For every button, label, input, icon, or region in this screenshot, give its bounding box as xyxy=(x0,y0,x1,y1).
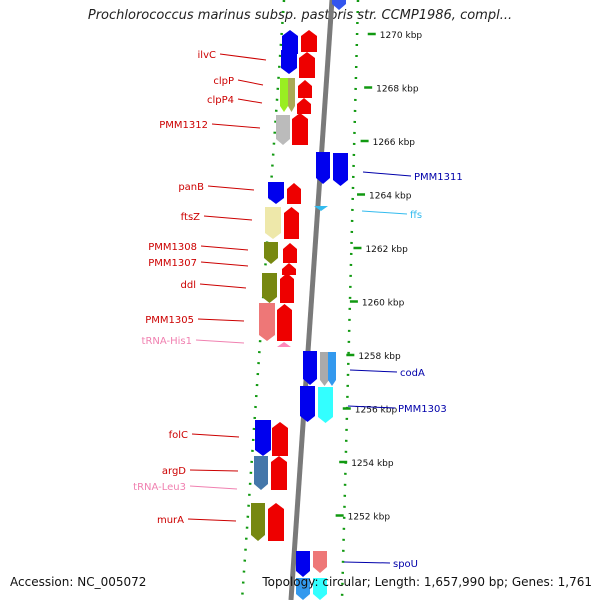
leader-line xyxy=(199,283,247,289)
gene-label-panb: panB xyxy=(178,182,204,193)
gene-label-pmm1308: PMM1308 xyxy=(148,242,197,253)
gene-label-trna-his1: tRNA-His1 xyxy=(142,336,192,347)
gene-label-argd: argD xyxy=(162,466,186,477)
gene-block xyxy=(282,263,296,275)
leader-line xyxy=(189,469,239,472)
gene-block xyxy=(303,351,317,385)
leader-line xyxy=(237,98,263,104)
leader-line xyxy=(187,518,237,522)
gene-label-clpp4: clpP4 xyxy=(207,95,234,106)
tick-label: 1268 kbp xyxy=(376,85,419,95)
gene-block xyxy=(292,113,308,145)
topology-label: Topology: circular; Length: 1,657,990 bp… xyxy=(262,575,592,589)
gene-label-ilvc: ilvC xyxy=(198,50,216,61)
gene-label-pmm1305: PMM1305 xyxy=(145,315,194,326)
gene-label-mura: murA xyxy=(157,515,184,526)
leader-line xyxy=(347,405,396,409)
gene-block xyxy=(333,153,348,186)
tick-label: 1270 kbp xyxy=(380,31,423,41)
gene-block xyxy=(265,207,281,239)
leader-line xyxy=(361,210,408,215)
leader-line xyxy=(207,185,255,191)
leader-line xyxy=(362,171,412,177)
gene-block xyxy=(288,78,295,112)
map-title: Prochlorococcus marinus subsp. pastoris … xyxy=(87,8,513,23)
accession-label: Accession: NC_005072 xyxy=(10,575,147,589)
gene-block xyxy=(328,352,336,386)
gene-label-pmm1312: PMM1312 xyxy=(159,120,208,131)
leader-line xyxy=(203,215,253,221)
tick-label: 1252 kbp xyxy=(348,513,391,523)
leader-line xyxy=(197,318,245,322)
gene-label-pmm1307: PMM1307 xyxy=(148,258,197,269)
gene-label-ffs: ffs xyxy=(410,210,422,221)
gene-label-spou: spoU xyxy=(393,559,418,570)
gene-block xyxy=(313,578,327,600)
leader-line xyxy=(189,485,238,490)
gene-block xyxy=(271,456,287,490)
tick-label: 1254 kbp xyxy=(351,459,394,469)
gene-block xyxy=(276,115,290,145)
leader-line xyxy=(195,339,245,344)
gene-block xyxy=(280,78,288,112)
gene-block xyxy=(259,303,275,341)
tick-label: 1266 kbp xyxy=(373,138,416,148)
gene-label-ftsz: ftsZ xyxy=(181,212,200,223)
gene-block xyxy=(272,422,288,456)
leader-line xyxy=(343,561,391,564)
gene-label-folc: folC xyxy=(169,430,188,441)
gene-block xyxy=(282,30,298,54)
gene-block xyxy=(280,273,294,303)
gene-block xyxy=(268,182,284,204)
gene-block xyxy=(277,304,292,341)
gene-block xyxy=(287,183,301,204)
leader-line xyxy=(349,369,398,373)
leader-line xyxy=(237,79,264,86)
gene-label-trna-leu3: tRNA-Leu3 xyxy=(133,482,186,493)
gene-block xyxy=(301,30,317,52)
gene-label-clpp: clpP xyxy=(213,76,234,87)
trna-marker xyxy=(277,342,291,347)
gene-block xyxy=(255,420,271,456)
tick-label: 1258 kbp xyxy=(358,352,401,362)
tick-label: 1260 kbp xyxy=(362,299,405,309)
gene-block xyxy=(284,207,299,239)
leader-line xyxy=(211,123,261,129)
gene-block xyxy=(254,456,268,490)
left-guide-line xyxy=(240,0,286,600)
sequence-backbone xyxy=(288,0,335,600)
gene-label-ddl: ddl xyxy=(181,280,196,291)
leader-line xyxy=(219,53,267,61)
gene-block xyxy=(298,80,312,98)
gene-block xyxy=(296,578,310,600)
leader-line xyxy=(200,245,249,251)
gene-label-coda: codA xyxy=(400,368,425,379)
gene-block xyxy=(281,50,297,74)
gene-block xyxy=(251,503,265,541)
gene-label-pmm1303: PMM1303 xyxy=(398,404,447,415)
gene-block xyxy=(332,0,346,10)
right-guide-line xyxy=(340,0,360,600)
leader-line xyxy=(200,261,249,267)
tick-label: 1264 kbp xyxy=(369,192,412,202)
gene-block xyxy=(283,243,297,263)
gene-block xyxy=(316,152,330,184)
gene-block xyxy=(318,387,333,423)
ffs-marker xyxy=(314,206,328,211)
gene-label-pmm1311: PMM1311 xyxy=(414,172,463,183)
gene-block xyxy=(297,98,311,114)
tick-label: 1256 kbp xyxy=(355,406,398,416)
leader-line xyxy=(191,433,240,438)
gene-block xyxy=(299,52,315,78)
gene-block xyxy=(313,551,327,573)
gene-block xyxy=(296,551,310,577)
gene-block xyxy=(262,273,277,303)
gene-block xyxy=(268,503,284,541)
gene-block xyxy=(320,352,329,386)
gene-block xyxy=(300,386,315,422)
gene-block xyxy=(264,242,278,264)
tick-label: 1262 kbp xyxy=(365,245,408,255)
